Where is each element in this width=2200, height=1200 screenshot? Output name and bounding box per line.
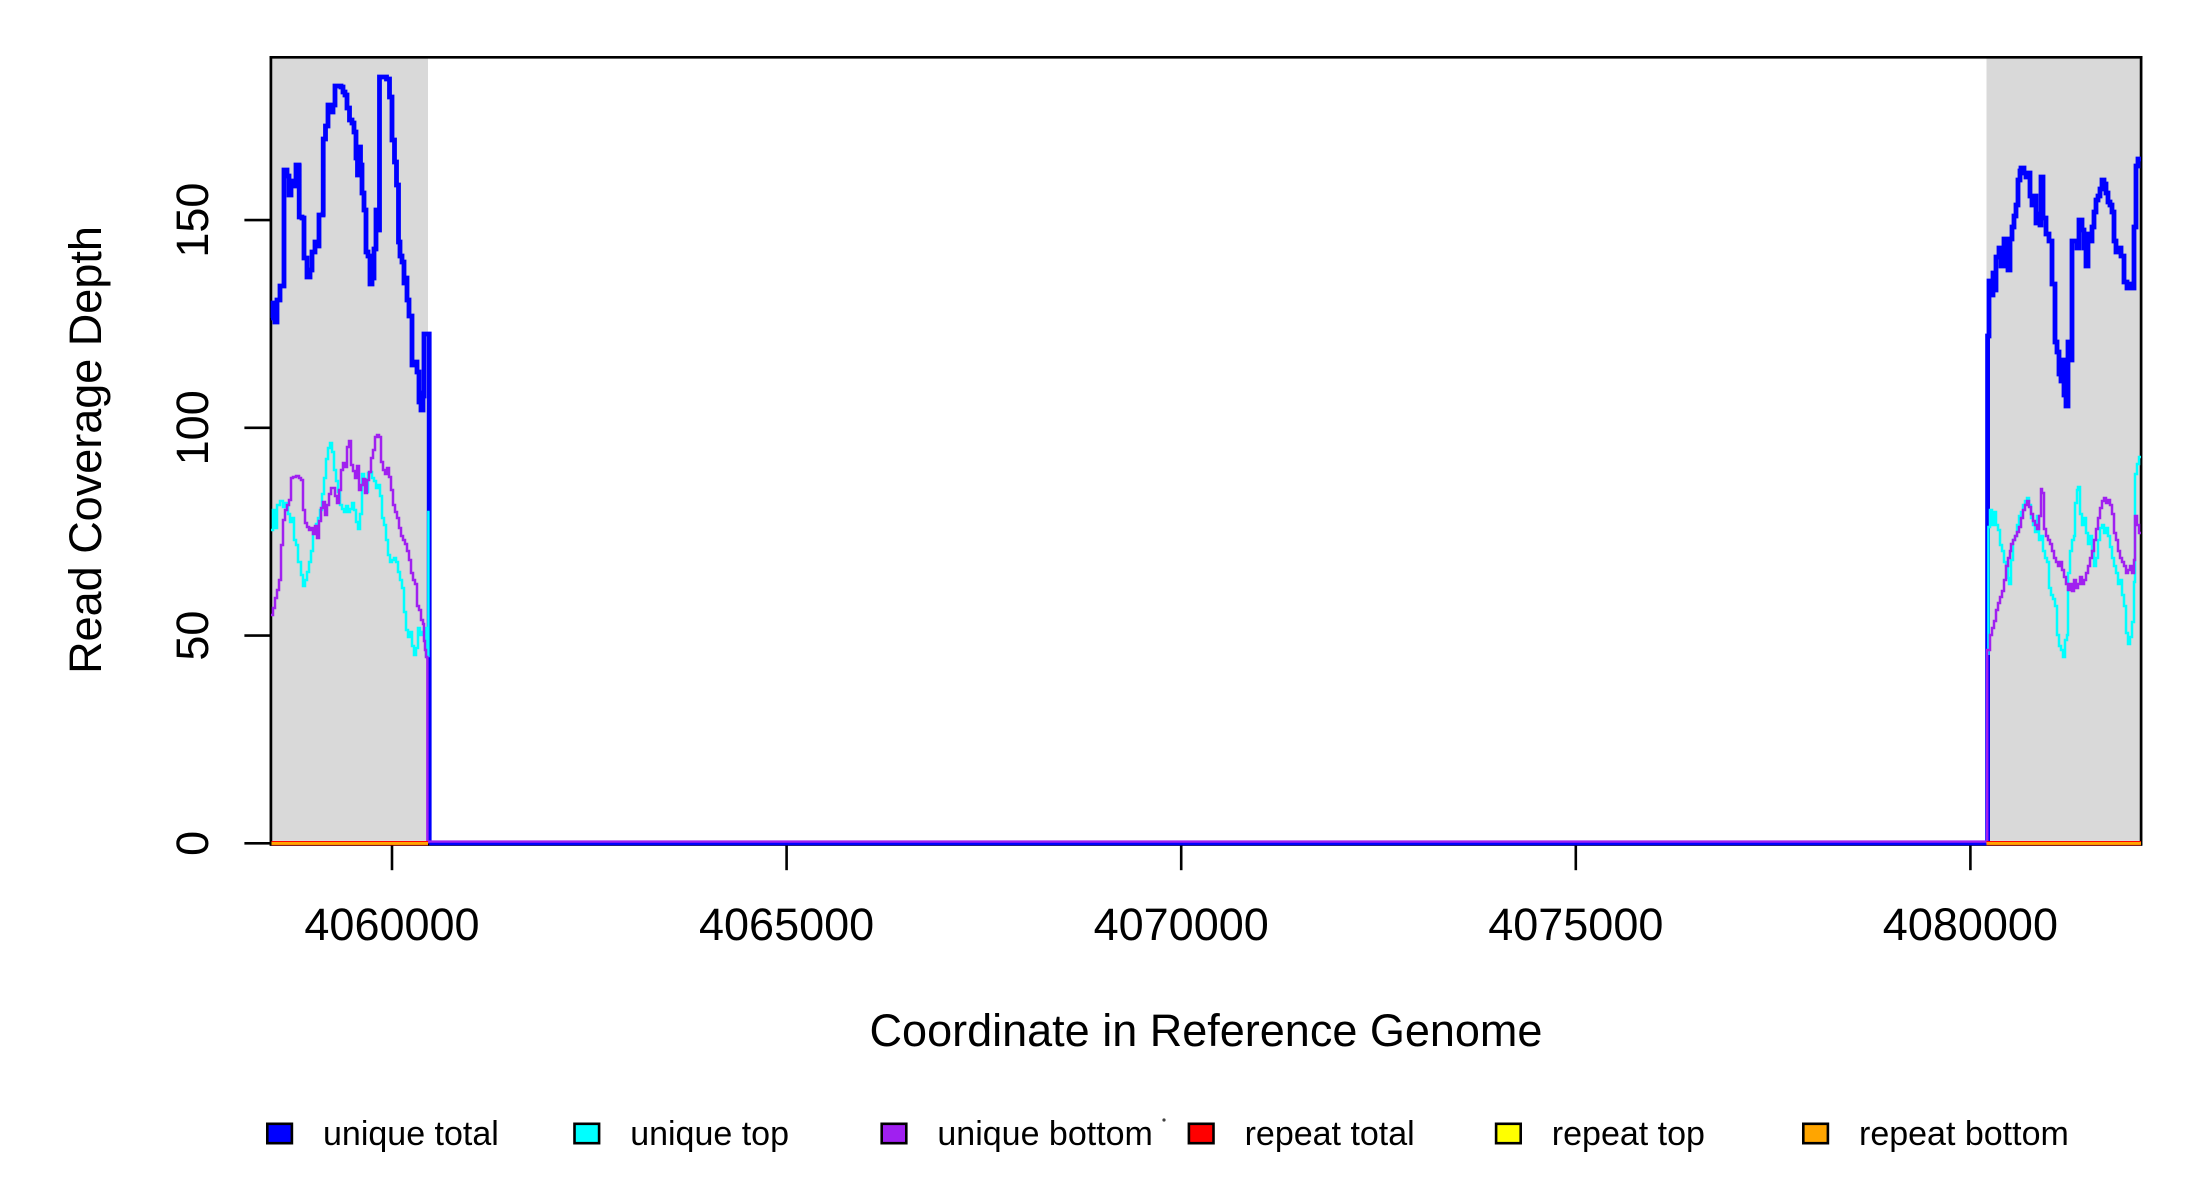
svg-text:4080000: 4080000 [1883,899,2058,950]
svg-text:repeat total: repeat total [1245,1115,1415,1153]
svg-text:Read Coverage Depth: Read Coverage Depth [60,226,111,674]
svg-text:4065000: 4065000 [699,899,874,950]
svg-text:repeat top: repeat top [1552,1115,1705,1153]
svg-text:unique total: unique total [323,1115,499,1153]
svg-text:unique bottom: unique bottom [937,1115,1153,1153]
svg-text:0: 0 [167,831,218,856]
svg-text:4070000: 4070000 [1094,899,1269,950]
svg-text:unique top: unique top [630,1115,789,1153]
svg-text:100: 100 [167,390,218,465]
svg-text:4060000: 4060000 [304,899,479,950]
svg-text:150: 150 [167,183,218,258]
svg-text:50: 50 [167,611,218,661]
svg-text:repeat bottom: repeat bottom [1859,1115,2069,1153]
svg-text:Coordinate in Reference Genome: Coordinate in Reference Genome [870,1005,1543,1056]
svg-text:4075000: 4075000 [1488,899,1663,950]
